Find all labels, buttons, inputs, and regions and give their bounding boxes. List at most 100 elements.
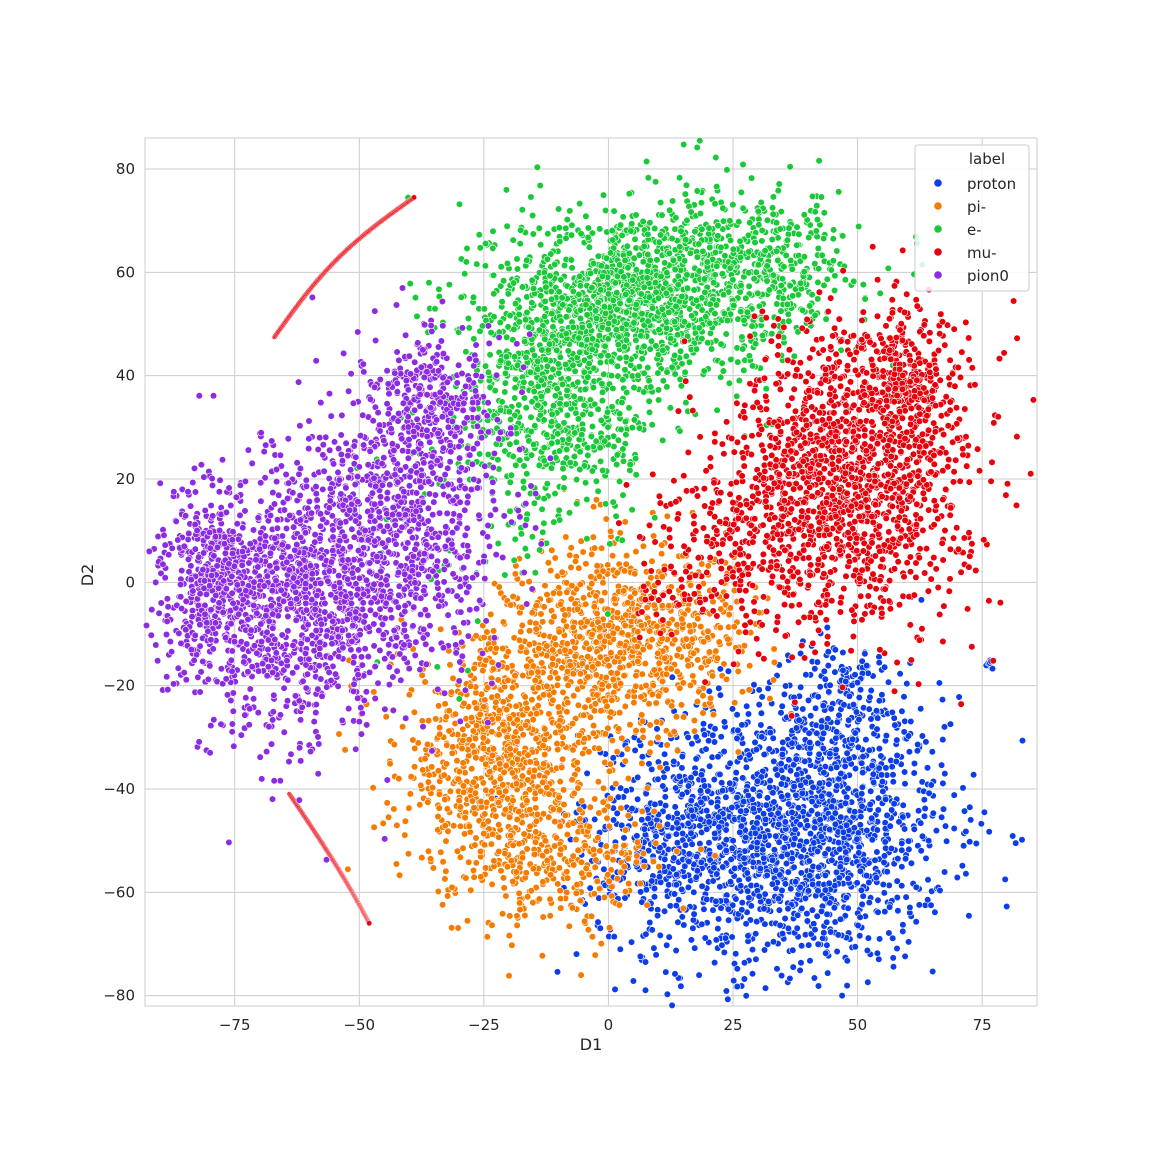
point-proton [857, 822, 864, 829]
point-pi- [549, 655, 556, 662]
point-proton [929, 749, 936, 756]
point-pi- [713, 648, 720, 655]
point-pi- [477, 711, 484, 718]
point-pi- [587, 714, 594, 721]
point-pi- [587, 804, 594, 811]
point-proton [721, 949, 728, 956]
point-pi- [663, 687, 670, 694]
point-pi- [509, 942, 516, 949]
point-pi- [530, 866, 537, 873]
point-pi- [577, 816, 584, 823]
point-pi- [494, 693, 501, 700]
point-proton [885, 679, 892, 686]
point-pi- [573, 836, 580, 843]
point-proton [901, 826, 908, 833]
point-proton [750, 786, 757, 793]
point-proton [715, 916, 722, 923]
point-pi- [557, 895, 564, 902]
point-proton [761, 906, 768, 913]
point-proton [743, 993, 750, 1000]
point-proton [890, 778, 897, 785]
point-pi- [639, 718, 646, 725]
point-pi- [507, 832, 514, 839]
point-proton [894, 752, 901, 759]
point-proton [673, 871, 680, 878]
point-proton [782, 819, 789, 826]
point-proton [623, 787, 630, 794]
point-proton [860, 893, 867, 900]
point-pi- [509, 770, 516, 777]
point-pi- [642, 660, 649, 667]
point-proton [843, 849, 850, 856]
point-pi- [524, 663, 531, 670]
point-proton [881, 859, 888, 866]
point-proton [805, 888, 812, 895]
point-proton [752, 930, 759, 937]
point-proton [760, 810, 767, 817]
point-proton [779, 887, 786, 894]
point-pi- [522, 694, 529, 701]
point-pi- [614, 610, 621, 617]
point-proton [617, 946, 624, 953]
point-pi- [454, 757, 461, 764]
point-proton [906, 846, 913, 853]
point-proton [857, 686, 864, 693]
point-pi- [590, 730, 597, 737]
point-pi- [406, 805, 413, 812]
point-pi- [472, 735, 479, 742]
point-proton [853, 709, 860, 716]
point-proton [798, 854, 805, 861]
point-proton [832, 810, 839, 817]
point-proton [741, 959, 748, 966]
point-proton [716, 685, 723, 692]
point-proton [748, 903, 755, 910]
point-pi- [473, 860, 480, 867]
point-proton [689, 741, 696, 748]
point-pi- [540, 779, 547, 786]
point-pi- [442, 701, 449, 708]
point-pi- [585, 926, 592, 933]
point-pi- [410, 737, 417, 744]
point-pi- [516, 900, 523, 907]
point-pi- [495, 799, 502, 806]
point-pi- [638, 622, 645, 629]
point-proton [936, 680, 943, 687]
point-pi- [371, 689, 378, 696]
point-pi- [466, 736, 473, 743]
point-proton [791, 864, 798, 871]
point-proton [866, 747, 873, 754]
point-pi- [625, 632, 632, 639]
point-proton [840, 829, 847, 836]
point-pi- [590, 722, 597, 729]
point-proton [672, 804, 679, 811]
point-pi- [588, 573, 595, 580]
point-proton [967, 817, 974, 824]
point-proton [612, 986, 619, 993]
point-pi- [570, 862, 577, 869]
point-pi- [634, 853, 641, 860]
point-pi- [609, 552, 616, 559]
point-pi- [614, 748, 621, 755]
point-proton [706, 839, 713, 846]
point-proton [662, 856, 669, 863]
point-pi- [547, 674, 554, 681]
point-proton [634, 796, 641, 803]
point-pi- [519, 622, 526, 629]
point-pi- [455, 776, 462, 783]
point-proton [832, 821, 839, 828]
point-pi- [457, 804, 464, 811]
point-proton [960, 785, 967, 792]
point-pi- [480, 735, 487, 742]
point-proton [697, 788, 704, 795]
point-proton [792, 835, 799, 842]
point-proton [818, 793, 825, 800]
point-proton [876, 765, 883, 772]
point-pi- [442, 822, 449, 829]
point-pi- [472, 842, 479, 849]
point-pi- [385, 814, 392, 821]
point-e- [514, 256, 521, 263]
point-proton [649, 927, 656, 934]
point-proton [782, 683, 789, 690]
point-pi- [533, 602, 540, 609]
point-pi- [639, 808, 646, 815]
